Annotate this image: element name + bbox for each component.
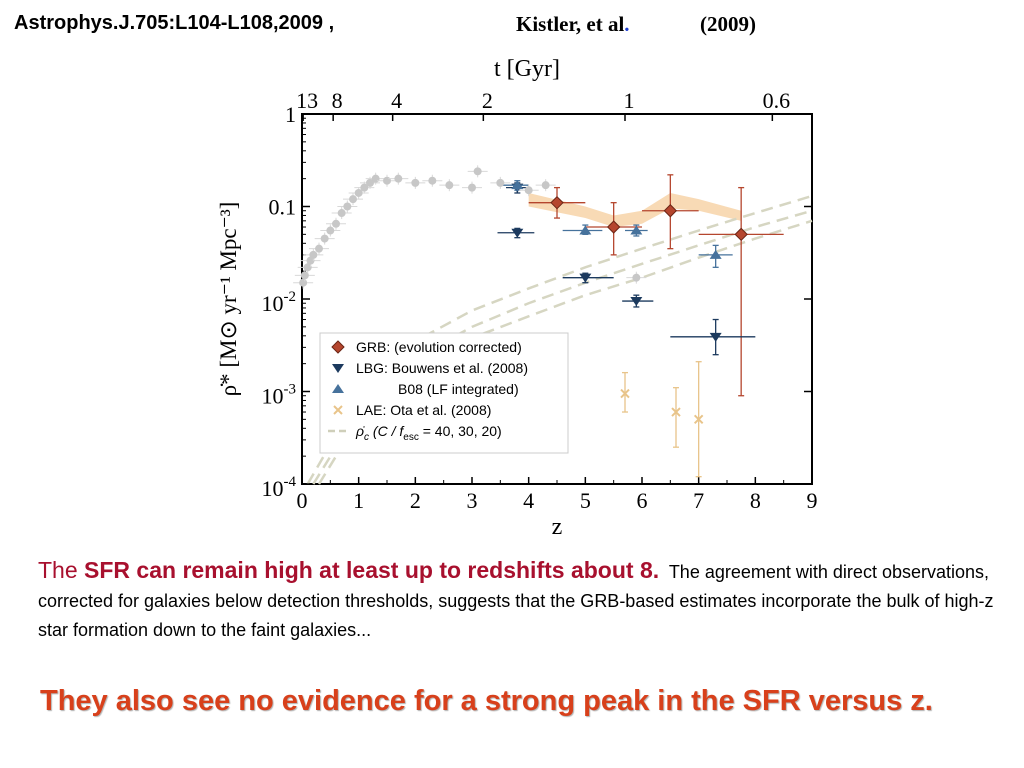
data-point-series-4 bbox=[473, 167, 482, 176]
x-tick-label: 7 bbox=[693, 488, 704, 513]
top-tick-label: 13 bbox=[296, 88, 318, 113]
authors-text: Kistler, et al bbox=[516, 12, 625, 36]
y-tick-label: 10-4 bbox=[262, 474, 297, 501]
caption-paragraph: The SFR can remain high at least up to r… bbox=[38, 556, 998, 645]
legend-marker-triangle-down bbox=[332, 364, 344, 373]
data-point-series-1 bbox=[630, 297, 643, 307]
data-point-series-4 bbox=[394, 174, 403, 183]
sfr-redshift-chart: 0 1 2 3 4 5 6 7 8 9 z 1 0.1 10-2 10-3 10-4 ρ̇* [M⊙ yr⁻¹ … bbox=[216, 56, 818, 540]
data-point-series-1 bbox=[709, 332, 722, 342]
data-point-series-2 bbox=[709, 249, 722, 259]
legend-box bbox=[319, 332, 569, 454]
y-axis-label: ρ̇* [M⊙ yr⁻¹ Mpc⁻³] bbox=[216, 202, 241, 397]
data-point-series-4 bbox=[371, 174, 380, 183]
data-point-series-3 bbox=[671, 407, 681, 417]
data-point-series-4 bbox=[383, 176, 391, 185]
caption-body: agreement with direct observations, corr… bbox=[38, 562, 994, 640]
top-tick-label: 8 bbox=[332, 88, 343, 113]
y-tick-label: 10-2 bbox=[262, 289, 297, 316]
legend-label: B08 (LF integrated) bbox=[398, 381, 519, 397]
x-tick-label: 6 bbox=[637, 488, 648, 513]
authors-dot: . bbox=[624, 12, 630, 36]
slide-header: Astrophys.J.705:L104-L108,2009 , Kistler… bbox=[14, 12, 756, 42]
data-point-series-4 bbox=[315, 244, 323, 253]
data-point-series-4 bbox=[354, 188, 363, 197]
legend-marker-diamond bbox=[331, 340, 345, 354]
data-point-series-4 bbox=[468, 183, 476, 192]
caption-the: The bbox=[38, 557, 85, 583]
data-point-series-0 bbox=[606, 220, 621, 234]
data-point-series-3 bbox=[620, 388, 630, 399]
data-point-series-4 bbox=[309, 250, 318, 259]
publication-year: (2009) bbox=[700, 12, 756, 36]
top-tick-label: 4 bbox=[391, 88, 402, 113]
data-point-series-3 bbox=[693, 414, 704, 425]
data-point-series-2 bbox=[579, 225, 592, 235]
top-tick-label: 1 bbox=[624, 88, 635, 113]
conclusion-text: They also see no evidence for a strong p… bbox=[40, 685, 933, 717]
y-tick-label: 1 bbox=[285, 102, 296, 127]
x-tick-label: 0 bbox=[297, 488, 308, 513]
data-point-series-4 bbox=[411, 178, 420, 187]
data-point-series-4 bbox=[326, 226, 335, 235]
data-point-series-2 bbox=[630, 225, 643, 235]
data-point-series-1 bbox=[511, 228, 524, 238]
top-tick-label: 0.6 bbox=[763, 88, 791, 113]
x-tick-label: 1 bbox=[353, 488, 364, 513]
data-point-series-0 bbox=[663, 204, 678, 218]
x-tick-label: 8 bbox=[750, 488, 761, 513]
data-point-series-4 bbox=[332, 219, 340, 228]
data-point-series-4 bbox=[445, 181, 454, 190]
x-tick-label: 4 bbox=[523, 488, 534, 513]
legend-marker-cross bbox=[333, 405, 343, 415]
data-point-series-4 bbox=[428, 176, 437, 185]
authors: Kistler, et al. bbox=[516, 12, 630, 37]
caption-the-2: The bbox=[668, 562, 700, 582]
legend-label: LAE: Ota et al. (2008) bbox=[356, 402, 491, 418]
x-tick-label: 3 bbox=[467, 488, 478, 513]
y-tick-label: 0.1 bbox=[269, 195, 297, 220]
data-point-series-4 bbox=[496, 178, 505, 187]
data-point-series-1 bbox=[579, 273, 592, 283]
top-tick-label: 2 bbox=[482, 88, 493, 113]
data-point-series-4 bbox=[632, 273, 641, 282]
data-point-series-4 bbox=[299, 278, 308, 287]
data-point-series-4 bbox=[541, 181, 550, 190]
data-point-series-0 bbox=[734, 227, 748, 242]
top-axis-label: t [Gyr] bbox=[494, 56, 560, 82]
legend-label-rho-c: ρ̇c (C / fesc = 40, 30, 20) bbox=[355, 423, 502, 443]
legend-label: GRB: (evolution corrected) bbox=[356, 339, 522, 355]
data-point-series-0 bbox=[550, 195, 564, 210]
data-point-series-4 bbox=[337, 209, 346, 218]
x-tick-label: 5 bbox=[580, 488, 591, 513]
legend-label: LBG: Bouwens et al. (2008) bbox=[356, 360, 528, 376]
data-point-series-2 bbox=[511, 180, 524, 190]
data-point-series-4 bbox=[366, 178, 374, 187]
data-point-series-4 bbox=[300, 271, 309, 280]
journal-reference: Astrophys.J.705:L104-L108,2009 , bbox=[14, 12, 335, 34]
data-point-series-4 bbox=[360, 183, 369, 192]
data-point-series-4 bbox=[524, 186, 533, 195]
x-axis-label: z bbox=[552, 514, 563, 540]
grb-sfr-band bbox=[528, 192, 742, 228]
data-point-series-4 bbox=[303, 263, 312, 272]
legend-marker-triangle-up bbox=[332, 384, 344, 393]
x-tick-label: 2 bbox=[410, 488, 421, 513]
caption-highlight: SFR can remain high at least up to redsh… bbox=[84, 557, 660, 583]
y-tick-label: 10-3 bbox=[262, 382, 297, 409]
x-tick-label: 9 bbox=[807, 488, 818, 513]
data-point-series-4 bbox=[343, 202, 352, 211]
data-point-series-4 bbox=[349, 195, 357, 204]
data-point-series-4 bbox=[320, 234, 329, 243]
